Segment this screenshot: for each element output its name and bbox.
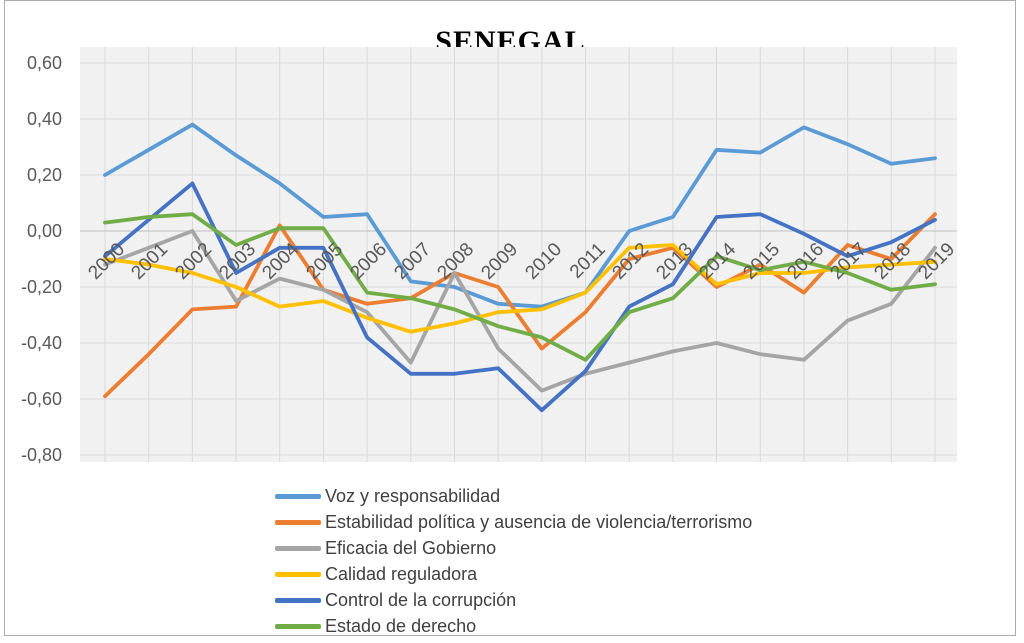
legend-swatch-icon: [275, 571, 321, 577]
legend-label: Control de la corrupción: [325, 589, 517, 610]
legend-item-estabilidad-politica: Estabilidad política y ausencia de viole…: [275, 509, 752, 535]
legend-swatch-icon: [275, 519, 321, 525]
legend-swatch-icon: [275, 597, 321, 603]
legend: Voz y responsabilidad Estabilidad polític…: [275, 483, 752, 639]
series-line-estabilidad-politica: [103, 212, 937, 399]
legend-label: Voz y responsabilidad: [325, 485, 501, 506]
legend-item-calidad-reguladora: Calidad reguladora: [275, 561, 752, 587]
legend-label: Estabilidad política y ausencia de viole…: [325, 511, 753, 532]
legend-item-estado-de-derecho: Estado de derecho: [275, 613, 752, 639]
y-axis-label: 0,00: [26, 221, 62, 241]
y-axis-label: 0,60: [26, 53, 62, 73]
series-line-voz-y-responsabilidad: [103, 122, 937, 309]
series-line-calidad-reguladora: [103, 243, 937, 334]
legend-label: Estado de derecho: [325, 615, 477, 636]
legend-swatch-icon: [275, 623, 321, 629]
legend-item-voz-y-responsabilidad: Voz y responsabilidad: [275, 483, 752, 509]
legend-item-eficacia-del-gobierno: Eficacia del Gobierno: [275, 535, 752, 561]
legend-swatch-icon: [275, 493, 321, 499]
legend-item-control-de-la-corrupcion: Control de la corrupción: [275, 587, 752, 613]
series-line-control-de-la-corrupcion: [103, 181, 937, 413]
y-axis-label: -0,60: [20, 389, 62, 409]
legend-swatch-icon: [275, 545, 321, 551]
y-axis-label: -0,40: [20, 333, 62, 353]
y-axis-label: 0,40: [26, 109, 62, 129]
y-axis-label: 0,20: [26, 165, 62, 185]
legend-label: Eficacia del Gobierno: [325, 537, 497, 558]
series-line-estado-de-derecho: [103, 212, 937, 362]
legend-label: Calidad reguladora: [325, 563, 478, 584]
y-axis-label: -0,20: [20, 277, 62, 297]
series-line-eficacia-del-gobierno: [103, 229, 937, 393]
y-axis-label: -0,80: [20, 445, 62, 465]
